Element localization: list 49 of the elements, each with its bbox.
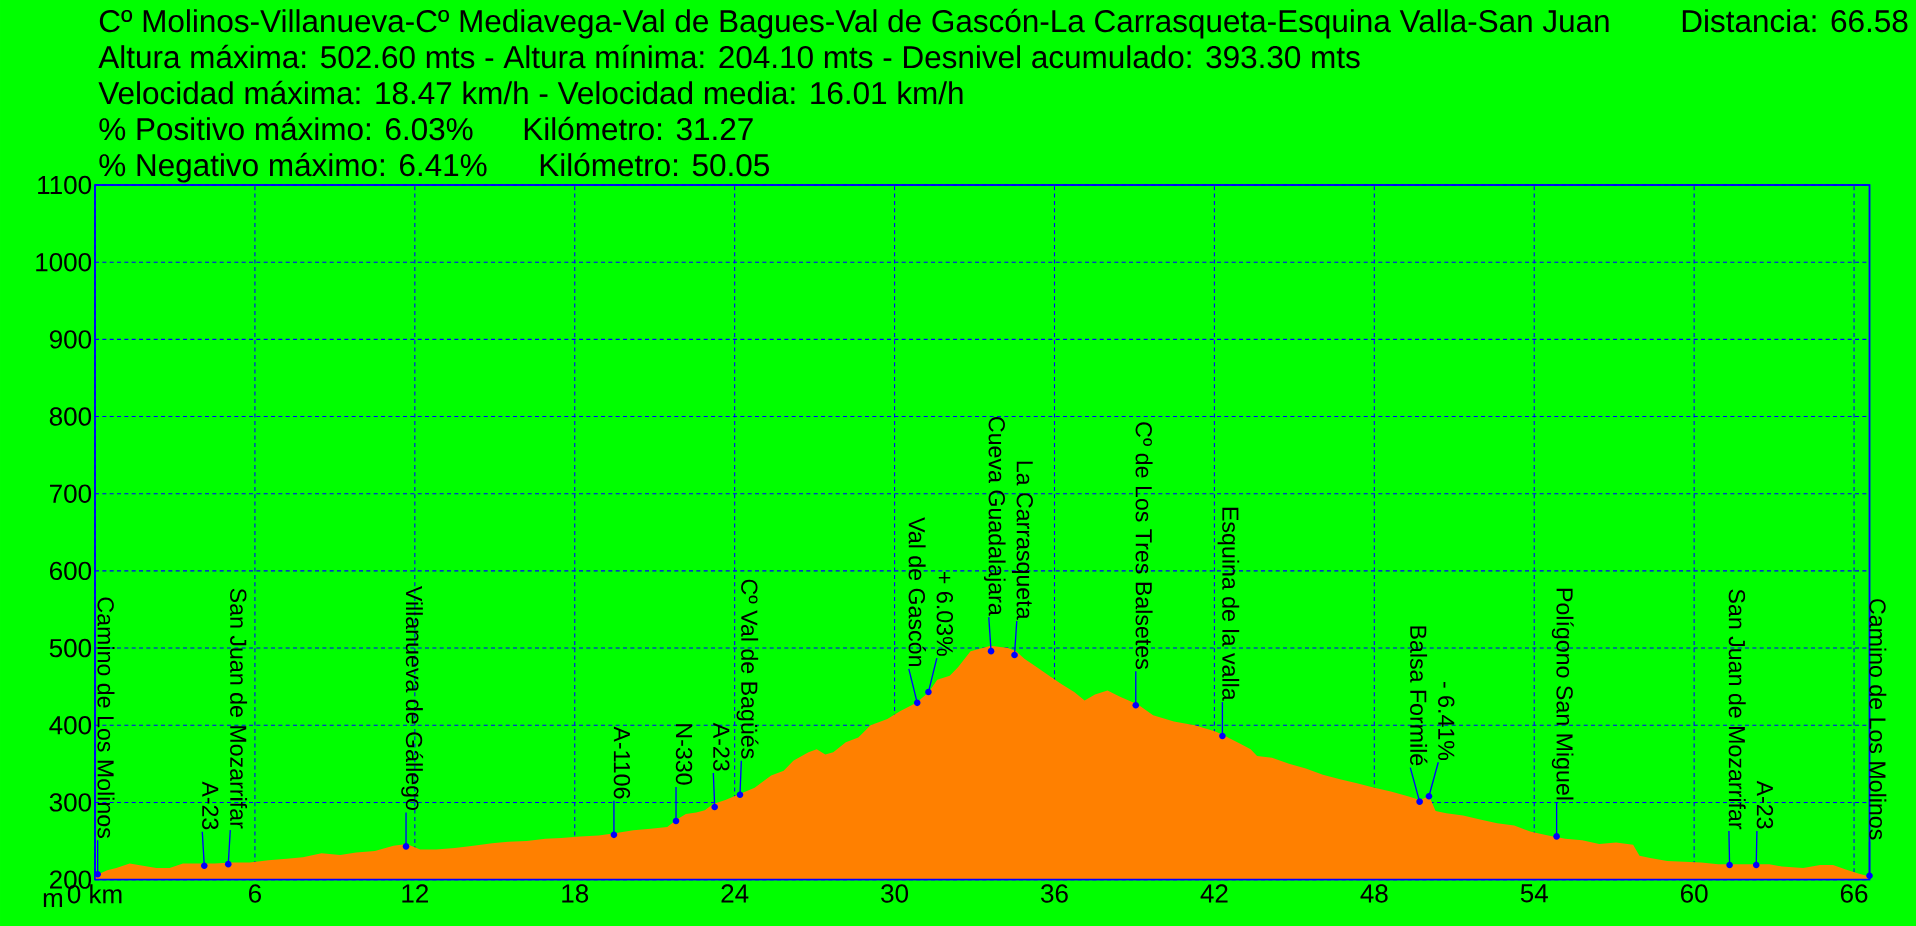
annotation: + 6.03% (936, 572, 954, 656)
annotation: Val de Gascón (908, 517, 926, 666)
text: Distancia: 66.58 (1682, 9, 1908, 33)
annotation: Cueva Guadalajara (983, 417, 1006, 616)
annotation: - 6.41% (1438, 681, 1455, 761)
text: Velocidad máxima: 18.47 km/h - Velocidad media: 16.01 km/h (98, 80, 963, 105)
annotation: Esquina de la valla (1217, 507, 1240, 701)
y-tick-label: 900 (49, 330, 92, 349)
annotation: N-330 (675, 724, 693, 785)
annotation: A-1106 (613, 726, 631, 799)
x-tick-label: 24 (721, 884, 749, 903)
text: % Negativo máximo: 6.41% (99, 152, 487, 183)
annotation: Polígono San Miguel (1551, 588, 1574, 800)
x-tick-label: 6 (249, 884, 262, 903)
x-tick-label: 48 (1360, 884, 1388, 903)
annotation: A-23 (202, 781, 219, 830)
x-tick-label: 54 (1520, 884, 1548, 903)
annotation: A-23 (1756, 780, 1774, 829)
x-tick-label: 18 (562, 884, 589, 903)
annotation: Balsa Formilé (1410, 626, 1428, 766)
text: Kilómetro: 50.05 (540, 152, 769, 177)
x-tick-label: 12 (402, 884, 428, 903)
y-tick-label: 300 (49, 793, 92, 812)
annotation: Cº Val de Bagüés (736, 579, 759, 759)
y-tick-label: 1100 (38, 175, 92, 195)
annotation: Cº de Los Tres Balsetes (1135, 422, 1153, 669)
annotation: A-23 (713, 722, 730, 771)
x-tick-label: 42 (1200, 884, 1228, 903)
y-tick-label: 1000 (36, 252, 92, 272)
y-tick-label: 700 (50, 484, 92, 503)
y-tick-label: 400 (49, 716, 92, 735)
annotation: San Juan de Mozarrifar (230, 588, 248, 829)
text: % Positivo máximo: 6.03% (99, 116, 473, 141)
annotation: Camino de Los Molinos (97, 597, 115, 838)
annotation: La Carrasqueta (1011, 461, 1033, 620)
y-tick-label: 600 (50, 561, 92, 581)
y-axis-title: m (43, 893, 63, 907)
annotation: Camino de Los Molinos (1869, 599, 1887, 840)
annotation: Villanueva de Gállego (401, 585, 424, 811)
x-tick-label: 60 (1681, 884, 1708, 903)
y-tick-label: 500 (49, 638, 92, 658)
text: Altura máxima: 502.60 mts - Altura mínima: 204.10 mts - Desnivel acumulado: 393.30 mts (98, 44, 1360, 69)
annotation: San Juan de Mozarrifar (1728, 589, 1746, 830)
x-tick-label: 66 (1840, 884, 1868, 903)
x-tick-label: 36 (1041, 884, 1068, 903)
text: Kilómetro: 31.27 (524, 116, 753, 141)
y-tick-label: 800 (49, 407, 92, 426)
x-tick-label: 30 (881, 884, 909, 903)
chart-title: Cº Molinos-Villanueva-Cº Mediavega-Val de Bagues-Val de Gascón-La Carrasqueta-Esquina Valla-San Juan (99, 8, 1609, 39)
